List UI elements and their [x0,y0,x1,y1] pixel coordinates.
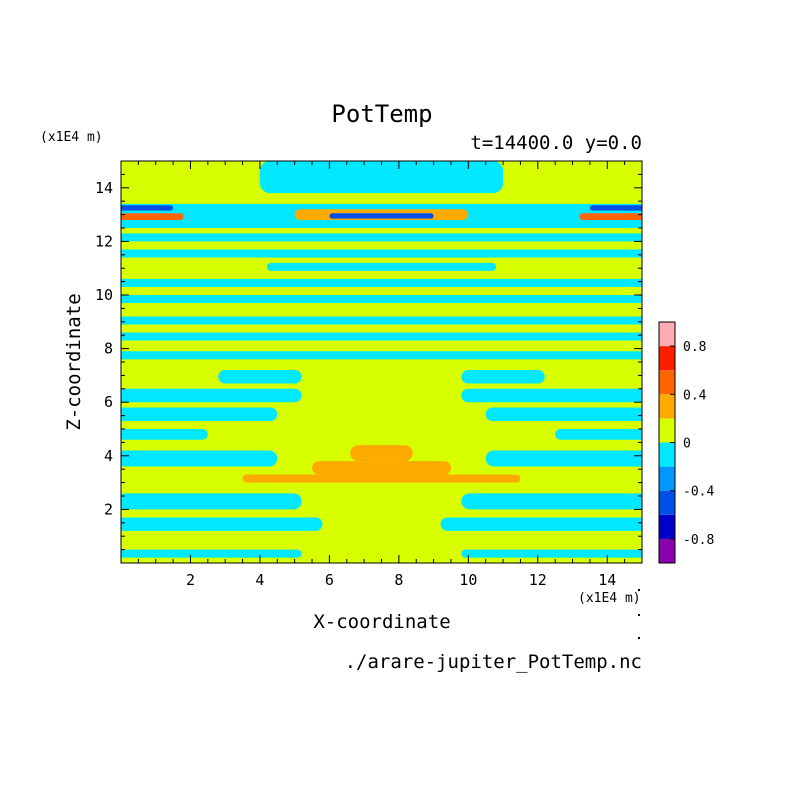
colorbar-swatch [659,538,675,563]
contour-band [121,351,642,360]
colorbar-swatch [659,490,675,515]
chart-subtitle: t=14400.0 y=0.0 [470,132,642,154]
y-tick-label: 6 [104,393,113,411]
contour-band [329,213,434,219]
contour-band [121,316,642,325]
colorbar-swatch [659,418,675,443]
y-tick-label: 2 [104,500,113,518]
colorbar-tick-label: 0 [683,437,691,452]
x-tick-label: 2 [186,571,195,589]
colorbar-tick-label: -0.8 [683,533,714,548]
contour-band [121,205,174,211]
contour-band [266,262,497,271]
x-tick-label: 4 [255,571,264,589]
colorbar-swatch [659,370,675,395]
corner-markers [638,589,640,639]
colorbar-swatch [659,346,675,371]
contour-band [461,388,642,403]
colorbar-tick-label: 0.8 [683,340,706,355]
contour-band [312,461,451,475]
chart-title: PotTemp [331,100,432,128]
colorbar-swatch [659,322,675,347]
colorbar-tick-label: 0.4 [683,388,707,403]
contour-band [121,493,302,510]
contour-band [121,233,642,242]
contour-band [121,517,323,531]
x-tick-label: 6 [325,571,334,589]
contour-band [259,161,504,194]
y-tick-label: 10 [95,286,113,304]
contour-band [242,474,521,483]
y-unit-label: (x1E4 m) [40,130,103,145]
contour-band [485,407,642,421]
colorbar-swatch [659,514,675,539]
plot-area: 2 4 6 8 10 12 14 2 4 6 8 10 12 14 [95,160,643,589]
contour-band [218,370,302,384]
x-tick-label: 12 [529,571,547,589]
y-tick-label: 4 [104,447,113,465]
x-axis-label: X-coordinate [313,611,450,633]
contour-band [121,249,642,258]
contour-band [461,549,642,558]
x-tick-label: 14 [598,571,616,589]
colorbar-tick-label: -0.4 [683,485,714,500]
y-axis-label: Z-coordinate [63,293,85,430]
contour-band [589,205,642,211]
y-tick-label: 12 [95,232,113,250]
colorbar-swatch [659,466,675,491]
contour-band [121,450,278,467]
colorbar-swatch [659,442,675,467]
x-unit-label: (x1E4 m) [578,591,641,606]
contour-band [555,429,642,440]
x-tick-label: 8 [394,571,403,589]
contour-band [579,213,642,220]
contour-band [121,213,184,220]
contour-band [121,295,642,304]
x-tick-label: 10 [459,571,477,589]
y-tick-label: 8 [104,340,113,358]
corner-marker [638,589,640,591]
contour-band [461,493,642,510]
contour-band [350,445,413,462]
contour-band [121,429,208,440]
contour-band [440,517,642,531]
contour-band [121,407,278,421]
contour-band [485,450,642,467]
y-tick-label: 14 [95,179,113,197]
file-path-label: ./arare-jupiter_PotTemp.nc [345,651,642,673]
colorbar-swatch [659,394,675,419]
corner-marker [638,614,640,616]
contour-band [121,388,302,403]
contour-band [121,332,642,341]
colorbar: -0.8 -0.4 0 0.4 0.8 [658,321,714,564]
contour-band [461,370,545,384]
contour-bands [121,161,642,558]
contour-band [121,278,642,287]
contour-band [121,549,302,558]
corner-marker [638,637,640,639]
